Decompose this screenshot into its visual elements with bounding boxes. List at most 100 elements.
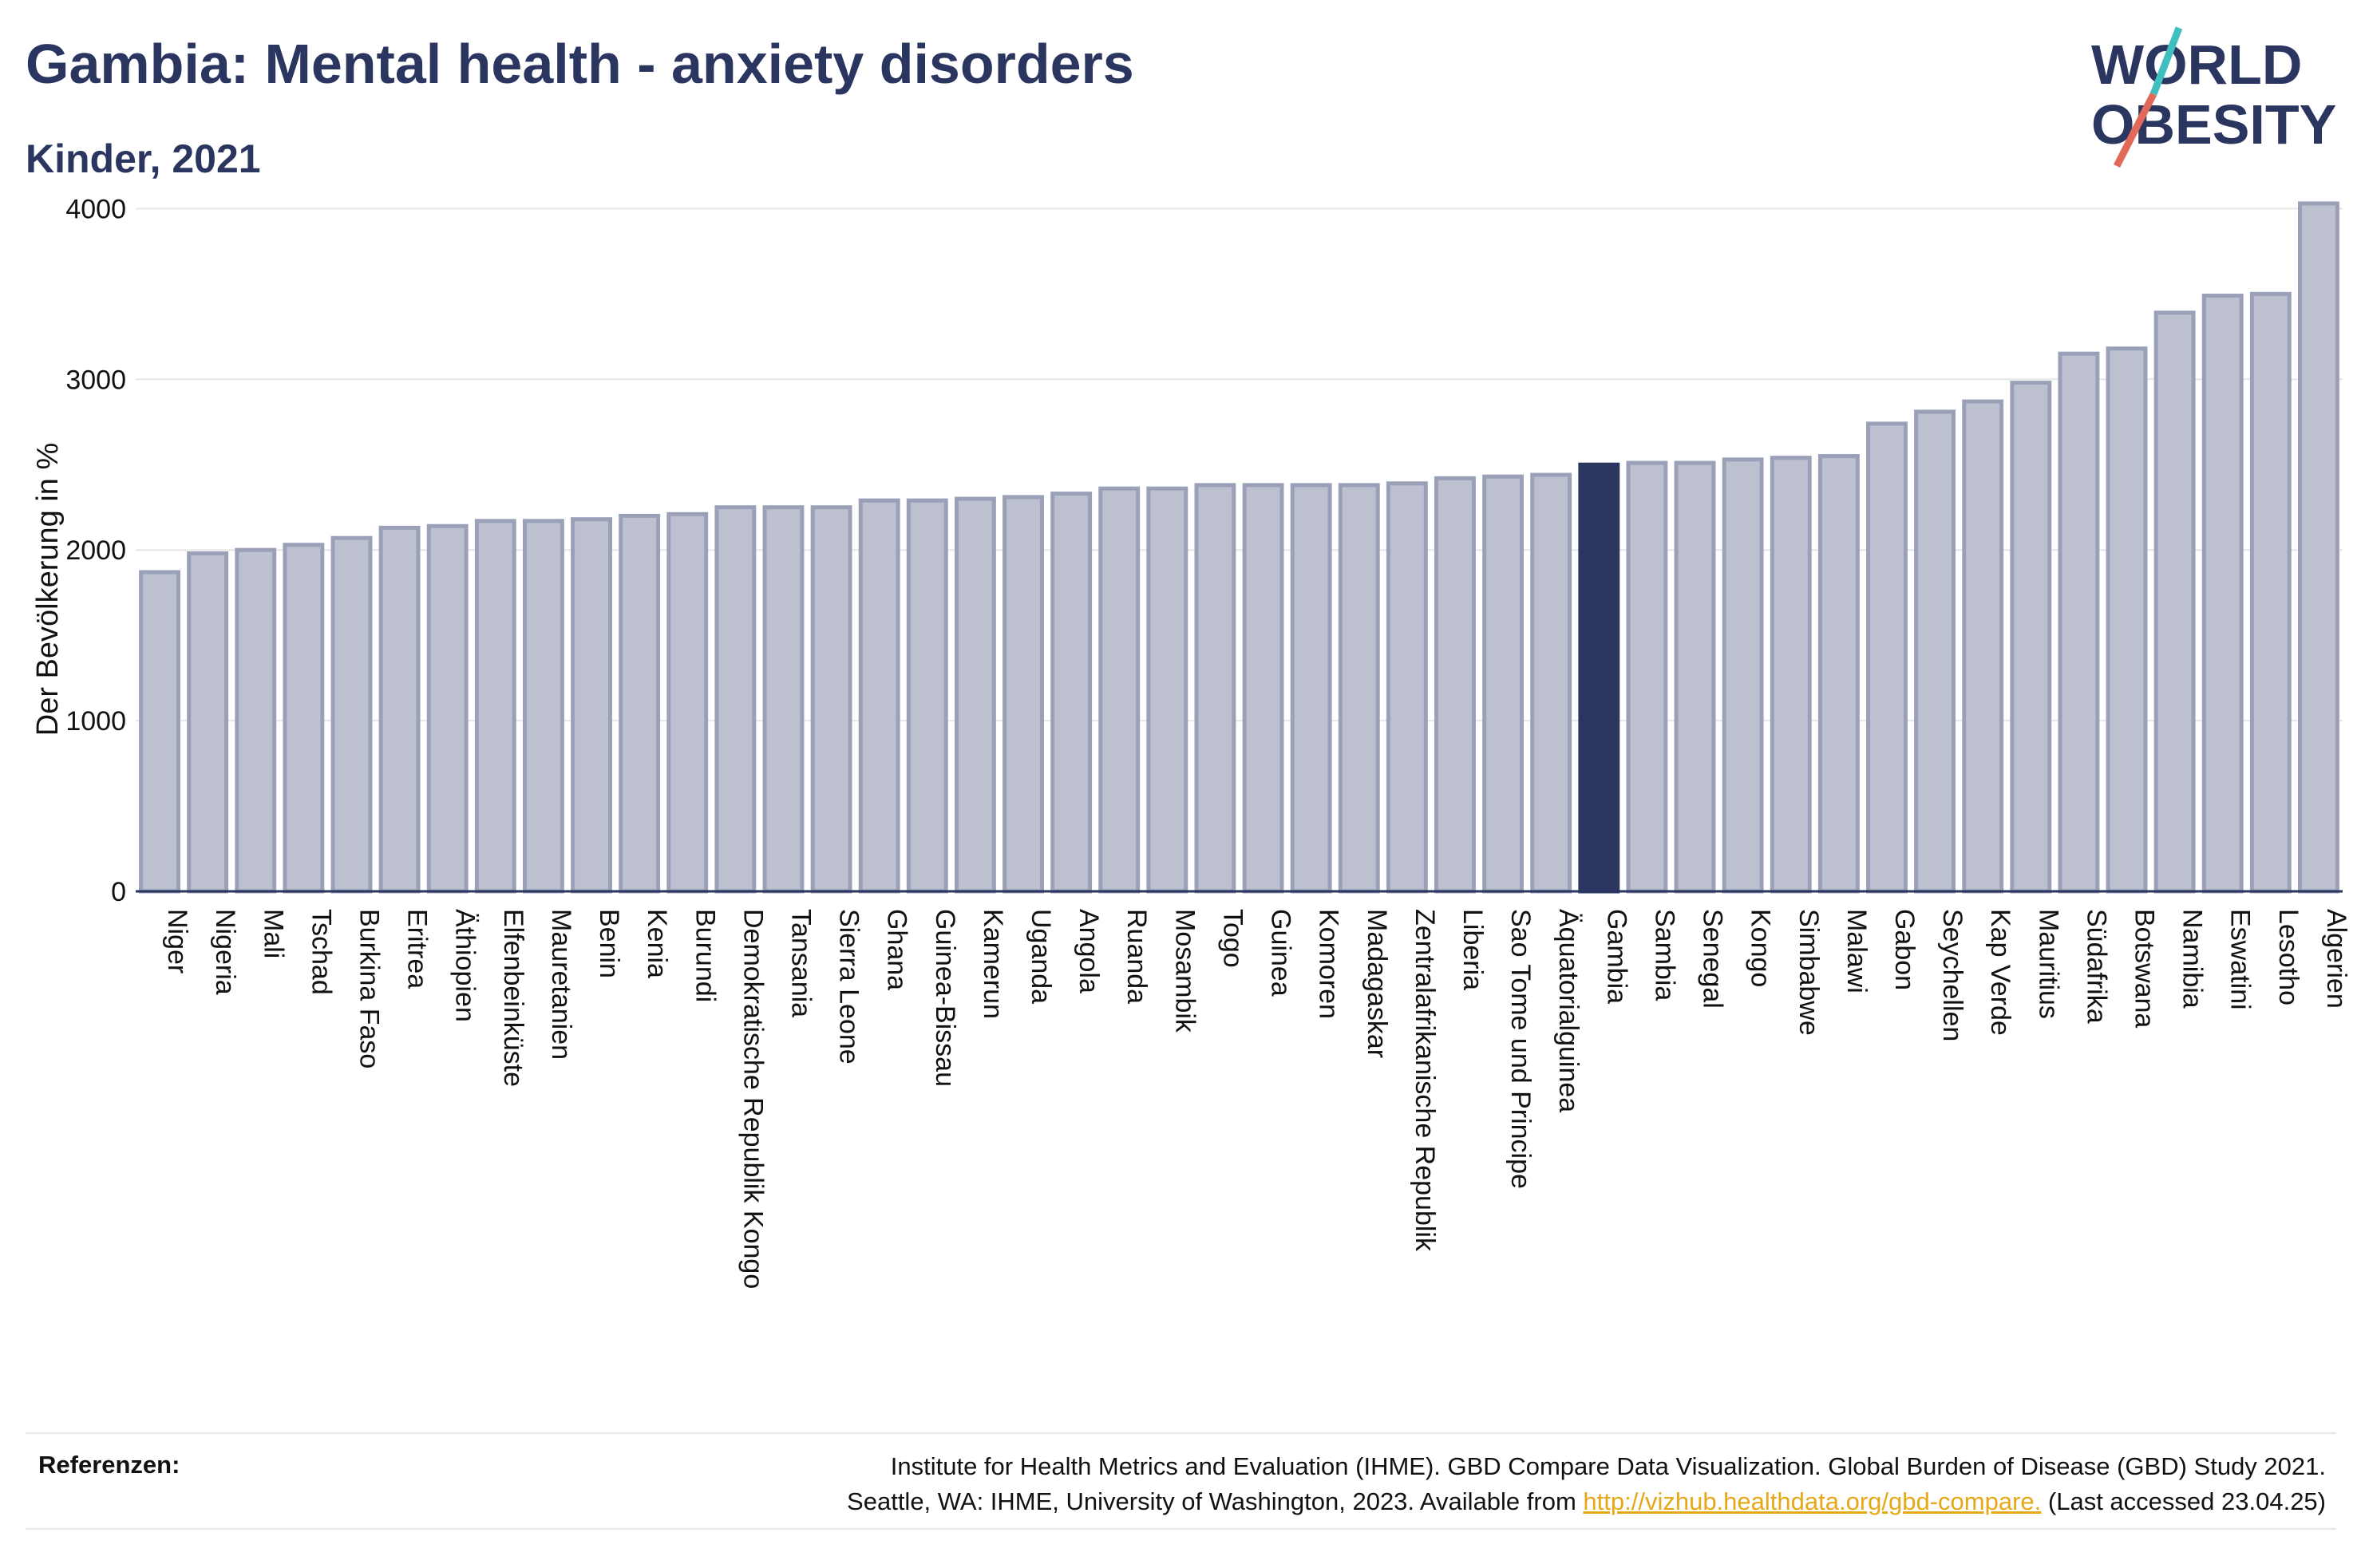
x-tick-label: Eswatini xyxy=(2225,909,2256,1010)
bar xyxy=(810,505,852,894)
x-tick-label: Ghana xyxy=(882,909,912,990)
logo-text-obesity: OBESITY xyxy=(2091,93,2336,156)
bar xyxy=(2298,201,2339,894)
world-obesity-logo: WORLD OBESITY xyxy=(2091,26,2336,168)
x-tick-label: Uganda xyxy=(1026,909,1056,1004)
x-tick-label: Zentralafrikanische Republik xyxy=(1410,909,1440,1252)
bar xyxy=(1962,399,2004,894)
x-axis-ticks: Niger Nigeria Mali Tschad Burkina Faso Eritre… xyxy=(162,909,2351,1289)
bar xyxy=(1338,483,1380,894)
references-top-divider xyxy=(26,1432,2336,1434)
bar xyxy=(235,547,277,894)
references-text: Institute for Health Metrics and Evaluat… xyxy=(847,1449,2326,1519)
x-tick-label: Tansania xyxy=(785,909,816,1017)
bar xyxy=(1770,456,1812,894)
bar xyxy=(1434,476,1476,894)
bar xyxy=(714,505,757,894)
x-tick-label: Senegal xyxy=(1698,909,1728,1009)
bar-highlight xyxy=(1578,462,1620,894)
x-tick-label: Nigeria xyxy=(210,909,240,995)
bar xyxy=(906,498,948,894)
x-tick-label: Burkina Faso xyxy=(354,909,384,1068)
x-tick-label: Botswana xyxy=(2130,909,2160,1028)
bar xyxy=(619,513,661,894)
bar xyxy=(1817,454,1860,894)
bar xyxy=(571,517,612,894)
bar-chart: 0 1000 2000 3000 4000 Niger Nigeria Mali Tschad… xyxy=(31,194,2351,1289)
x-tick-label: Äquatorialguinea xyxy=(1553,909,1584,1112)
y-axis-ticks: 0 1000 2000 3000 4000 xyxy=(65,194,126,907)
bars xyxy=(139,201,2339,894)
bar xyxy=(1003,495,1044,894)
bar xyxy=(1098,486,1141,894)
references-link[interactable]: http://vizhub.healthdata.org/gbd-compare… xyxy=(1583,1487,2042,1515)
x-tick-label: Lesotho xyxy=(2273,909,2304,1005)
x-tick-label: Madagaskar xyxy=(1362,909,1392,1058)
y-tick-label: 4000 xyxy=(65,194,126,224)
chart-subtitle: Kinder, 2021 xyxy=(26,136,261,181)
x-tick-label: Benin xyxy=(594,909,624,978)
bar xyxy=(2010,381,2052,894)
x-tick-label: Sao Tome und Principe xyxy=(1505,909,1536,1189)
bar xyxy=(1722,457,1764,894)
y-tick-label: 2000 xyxy=(65,535,126,566)
x-tick-label: Elfenbeinküste xyxy=(498,909,528,1087)
x-tick-label: Malawi xyxy=(1841,909,1872,993)
x-tick-label: Tschad xyxy=(306,909,336,995)
x-tick-label: Demokratische Republik Kongo xyxy=(738,909,768,1289)
bar xyxy=(1146,486,1188,894)
chart-title: Gambia: Mental health - anxiety disorder… xyxy=(26,33,1134,95)
x-tick-label: Ruanda xyxy=(1121,909,1152,1004)
x-tick-label: Guinea-Bissau xyxy=(930,909,960,1087)
x-tick-label: Burundi xyxy=(690,909,720,1002)
references-line-2: Seattle, WA: IHME, University of Washing… xyxy=(847,1484,2326,1519)
bar xyxy=(187,551,229,894)
references-label: Referenzen: xyxy=(38,1451,180,1479)
bar xyxy=(139,570,180,894)
bar xyxy=(283,543,325,894)
bar xyxy=(1290,483,1332,894)
x-tick-label: Seychellen xyxy=(1937,909,1968,1041)
y-tick-label: 1000 xyxy=(65,706,126,737)
y-tick-label: 0 xyxy=(111,877,126,907)
x-tick-label: Angola xyxy=(1074,909,1104,993)
x-tick-label: Togo xyxy=(1217,909,1248,968)
bar xyxy=(330,535,373,894)
bar xyxy=(1242,483,1284,894)
references-line-2-prefix: Seattle, WA: IHME, University of Washing… xyxy=(847,1487,1584,1515)
x-tick-label: Komoren xyxy=(1314,909,1344,1019)
x-tick-label: Gambia xyxy=(1601,909,1631,1004)
x-tick-label: Guinea xyxy=(1266,909,1296,997)
bar xyxy=(1482,474,1525,894)
bar xyxy=(666,511,709,894)
logo-text-world: WORLD xyxy=(2091,34,2302,96)
x-tick-label: Mosambik xyxy=(1169,909,1200,1033)
bar xyxy=(1626,460,1668,894)
x-tick-label: Niger xyxy=(162,909,192,974)
bar xyxy=(858,498,900,894)
bar xyxy=(1914,409,1956,894)
y-axis-title: Der Bevölkerung in % xyxy=(31,443,65,737)
x-tick-label: Algerien xyxy=(2321,909,2351,1009)
x-tick-label: Mali xyxy=(258,909,288,958)
bar xyxy=(2058,351,2100,894)
x-tick-label: Äthiopien xyxy=(450,909,481,1022)
x-tick-label: Kenia xyxy=(642,909,672,978)
bar xyxy=(1386,481,1428,894)
bar xyxy=(762,505,805,894)
x-tick-label: Simbabwe xyxy=(1793,909,1824,1036)
bar xyxy=(1194,483,1236,894)
x-tick-label: Sambia xyxy=(1649,909,1679,1001)
references-line-1: Institute for Health Metrics and Evaluat… xyxy=(890,1452,2326,1480)
x-tick-label: Sierra Leone xyxy=(834,909,864,1064)
logo-slash-red xyxy=(2113,92,2157,168)
y-tick-label: 3000 xyxy=(65,365,126,395)
bar xyxy=(1674,460,1716,894)
bar xyxy=(2153,310,2196,894)
bar xyxy=(954,496,996,894)
x-tick-label: Liberia xyxy=(1457,909,1488,990)
bar xyxy=(2249,291,2292,894)
x-tick-label: Südafrika xyxy=(2081,909,2111,1024)
references-line-2-suffix: (Last accessed 23.04.25) xyxy=(2041,1487,2326,1515)
x-tick-label: Namibia xyxy=(2177,909,2208,1009)
